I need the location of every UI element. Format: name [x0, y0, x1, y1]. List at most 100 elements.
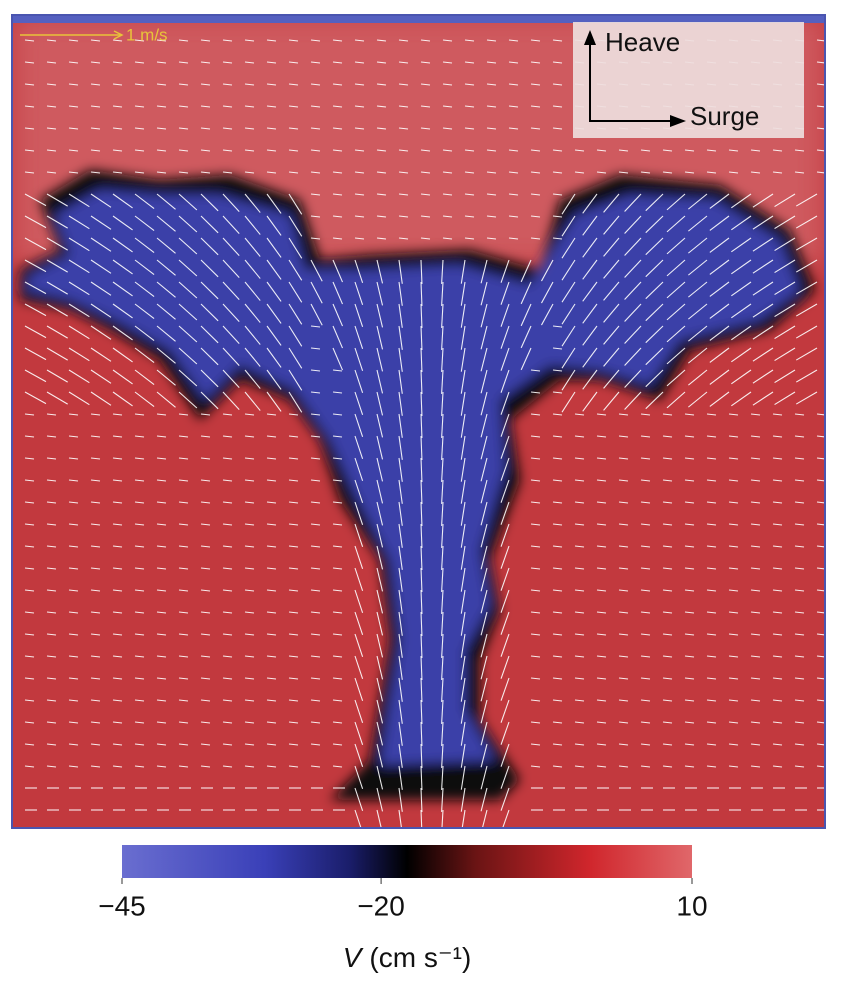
vector	[420, 347, 423, 373]
vector	[310, 567, 321, 570]
vector	[530, 435, 541, 438]
vector	[310, 39, 321, 42]
vector	[752, 347, 774, 362]
vector	[728, 611, 739, 614]
vector	[90, 325, 112, 340]
vector	[222, 435, 233, 438]
vector	[156, 567, 167, 570]
vector	[376, 545, 384, 570]
vector	[480, 611, 488, 636]
vector	[603, 391, 620, 411]
vector	[24, 61, 35, 64]
vector	[486, 105, 497, 108]
vector	[442, 105, 453, 108]
vector	[398, 809, 403, 828]
vector	[200, 765, 211, 768]
vector	[310, 457, 321, 460]
vector	[288, 545, 299, 548]
vector	[112, 721, 123, 724]
vector	[520, 325, 532, 349]
vector	[666, 259, 686, 277]
vector	[752, 303, 774, 318]
vector	[178, 61, 189, 64]
vector	[666, 347, 686, 365]
vector	[310, 369, 321, 372]
vector	[222, 699, 233, 702]
vector	[706, 743, 717, 746]
vector	[178, 479, 189, 482]
vector	[200, 545, 211, 548]
vector	[156, 721, 167, 724]
vector	[624, 369, 642, 388]
vector	[266, 479, 277, 482]
vector	[266, 369, 282, 390]
vector	[354, 721, 364, 745]
vector	[420, 105, 431, 108]
vector	[288, 765, 299, 768]
vector	[288, 611, 299, 614]
vector	[561, 237, 576, 259]
vector	[68, 457, 79, 460]
vector	[420, 479, 423, 505]
colorbar	[122, 845, 692, 878]
vector	[662, 523, 673, 526]
vector	[112, 765, 123, 768]
vector	[266, 435, 277, 438]
vector	[552, 237, 563, 240]
vector	[398, 215, 409, 218]
vector	[500, 347, 510, 371]
vector	[68, 215, 90, 230]
vector	[222, 193, 240, 213]
vector	[178, 765, 189, 768]
vector	[582, 347, 598, 368]
vector	[156, 765, 167, 768]
vector	[500, 611, 510, 635]
vector	[134, 457, 145, 460]
vector	[706, 457, 717, 460]
vector	[134, 523, 145, 526]
vector	[596, 611, 607, 614]
vector	[398, 633, 403, 658]
vector	[354, 479, 364, 503]
vector	[266, 61, 277, 64]
vector	[596, 633, 607, 636]
vector	[244, 589, 255, 592]
vector	[552, 655, 563, 658]
vector	[24, 83, 35, 86]
vector	[90, 633, 101, 636]
vector	[603, 303, 620, 323]
vector	[244, 699, 255, 702]
vector	[200, 501, 211, 504]
vector	[134, 303, 155, 319]
vector	[464, 215, 475, 218]
vector	[244, 611, 255, 614]
vector	[398, 237, 409, 240]
vector	[24, 765, 35, 768]
vector	[46, 611, 57, 614]
vector	[441, 303, 444, 328]
vector	[684, 655, 695, 658]
vector	[420, 259, 423, 285]
vector	[288, 743, 299, 746]
vector	[200, 281, 219, 300]
vector	[750, 765, 761, 768]
vector	[156, 237, 176, 254]
vector	[288, 479, 299, 482]
vector	[420, 787, 423, 813]
flow-field: 1 m/s Heave Surge	[12, 15, 825, 828]
vector	[112, 501, 123, 504]
vector	[222, 677, 233, 680]
vector	[310, 677, 321, 680]
vector	[750, 457, 761, 460]
vector	[645, 193, 664, 212]
vector	[156, 369, 176, 386]
colorbar-variable: V	[343, 942, 364, 973]
vector	[645, 325, 664, 344]
vector	[68, 259, 90, 274]
vector	[200, 171, 211, 174]
vector	[46, 457, 57, 460]
vector	[156, 413, 167, 416]
vector	[200, 413, 211, 416]
vector	[266, 237, 282, 258]
vector	[134, 765, 145, 768]
